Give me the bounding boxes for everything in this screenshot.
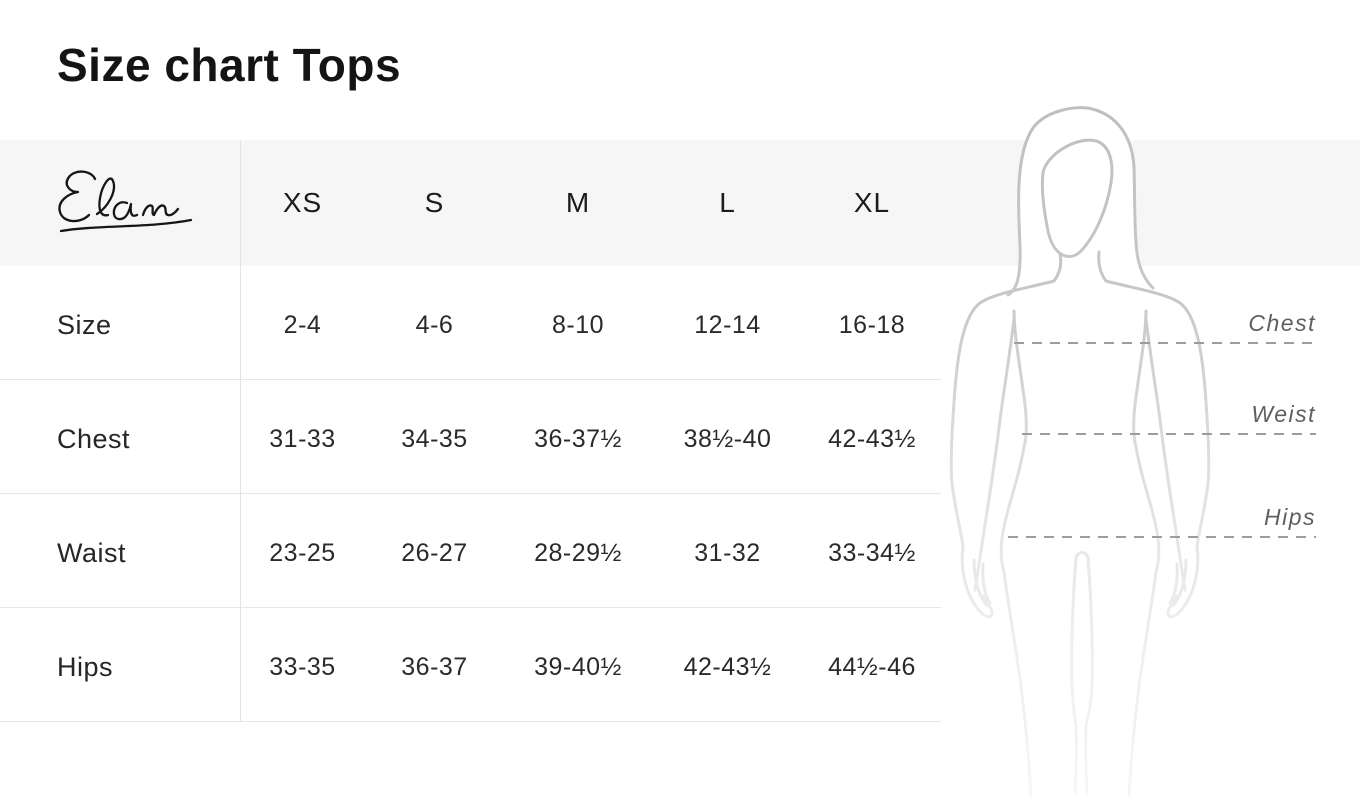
table-cell-chest-xs: 31-33 (269, 425, 336, 453)
crotch-line (1074, 551, 1090, 559)
figure-label-hips: Hips (1263, 504, 1316, 530)
right-torso-hip-leg-outline (1127, 309, 1161, 797)
female-figure-illustration (949, 106, 1316, 797)
column-divider-line (240, 140, 241, 722)
table-cell-waist-l: 31-32 (694, 539, 761, 567)
row-label-waist: Waist (57, 538, 126, 568)
left-inner-arm-line (973, 317, 1016, 592)
table-cell-size-xl: 16-18 (838, 311, 906, 339)
table-cell-hips-m: 39-40½ (534, 653, 622, 681)
table-cell-size-xs: 2-4 (283, 311, 322, 339)
neck-right-line (1097, 250, 1108, 283)
logo-letter-n (141, 204, 180, 217)
left-shoulder-arm-outline (949, 279, 1056, 549)
table-cell-chest-m: 36-37½ (534, 425, 622, 453)
row-label-size: Size (57, 310, 112, 340)
table-cell-waist-m: 28-29½ (534, 539, 622, 567)
column-header-s: S (424, 187, 445, 218)
hair-outline (1006, 106, 1155, 297)
row-label-chest: Chest (57, 424, 131, 454)
table-cell-chest-xl: 42-43½ (828, 425, 916, 453)
table-cell-waist-xs: 23-25 (269, 539, 336, 567)
brand-logo-cell (0, 164, 240, 242)
logo-letter-e (58, 170, 97, 223)
left-hand-outline (960, 545, 994, 619)
table-header-row: XS S M L XL (0, 140, 941, 266)
table-cell-hips-xl: 44½-46 (828, 653, 916, 681)
right-hand-outline (1166, 545, 1200, 619)
right-inner-leg-line (1084, 555, 1094, 795)
right-inner-arm-line (1144, 317, 1187, 592)
left-torso-hip-leg-outline (999, 309, 1033, 797)
left-inner-leg-line (1070, 555, 1078, 795)
table-cell-waist-s: 26-27 (401, 539, 468, 567)
table-row-chest: Chest 31-33 34-35 36-37½ 38½-40 42-43½ (0, 380, 941, 494)
table-cell-waist-xl: 33-34½ (828, 539, 916, 567)
table-cell-size-m: 8-10 (551, 311, 605, 339)
table-cell-hips-xs: 33-35 (269, 653, 336, 681)
column-header-xl: XL (853, 187, 891, 218)
column-header-xs: XS (282, 187, 323, 218)
logo-letter-a (112, 201, 139, 221)
table-cell-chest-l: 38½-40 (683, 425, 772, 453)
face-outline (1040, 138, 1114, 258)
column-header-l: L (719, 187, 736, 218)
row-label-hips: Hips (57, 652, 114, 682)
size-table: XS S M L XL Size 2-4 4-6 8-10 12-14 16-1… (0, 140, 941, 722)
right-shoulder-arm-outline (1104, 279, 1211, 549)
table-cell-hips-l: 42-43½ (683, 653, 772, 681)
table-row-hips: Hips 33-35 36-37 39-40½ 42-43½ 44½-46 (0, 608, 941, 722)
elan-logo (58, 170, 193, 233)
column-header-m: M (565, 187, 591, 218)
table-row-size: Size 2-4 4-6 8-10 12-14 16-18 (0, 266, 941, 380)
page-title: Size chart Tops (57, 39, 402, 91)
logo-letter-l (95, 177, 116, 217)
table-cell-size-s: 4-6 (415, 311, 454, 339)
table-cell-chest-s: 34-35 (401, 425, 468, 453)
logo-underline-flourish (59, 218, 193, 233)
figure-label-waist: Weist (1251, 401, 1316, 427)
table-cell-size-l: 12-14 (694, 311, 761, 339)
table-cell-hips-s: 36-37 (401, 653, 468, 681)
neck-left-line (1052, 252, 1063, 283)
figure-label-chest: Chest (1248, 310, 1316, 336)
table-row-waist: Waist 23-25 26-27 28-29½ 31-32 33-34½ (0, 494, 941, 608)
